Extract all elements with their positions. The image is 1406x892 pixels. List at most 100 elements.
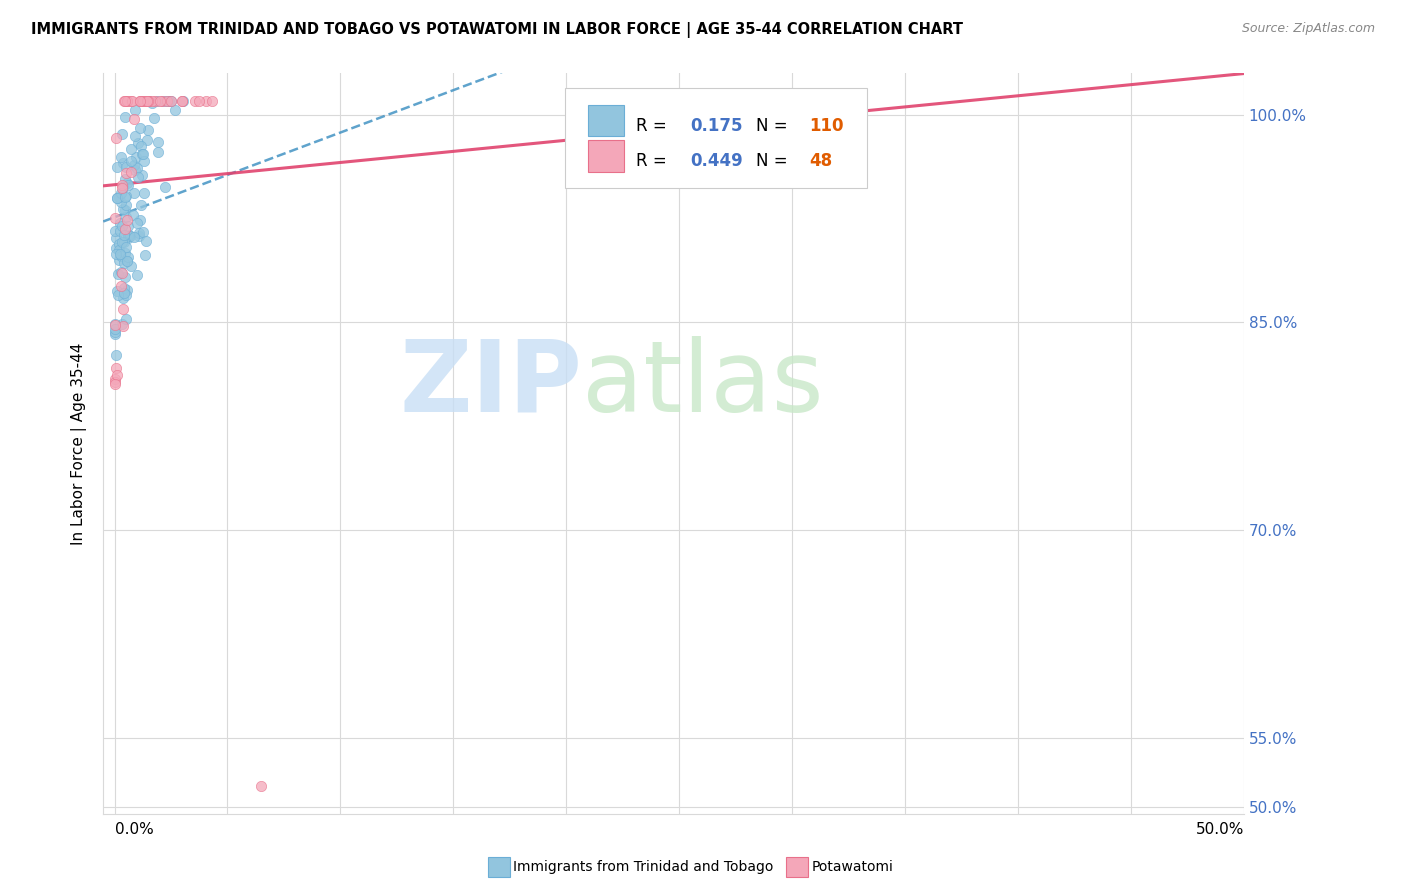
Point — [117, 250, 139, 264]
Point — [132, 153, 155, 168]
Point — [110, 150, 132, 164]
Point — [136, 94, 159, 108]
Point — [250, 780, 273, 794]
Point — [117, 228, 139, 243]
Point — [115, 253, 138, 268]
Point — [194, 94, 217, 108]
Point — [110, 224, 132, 238]
Point — [122, 112, 145, 126]
Point — [120, 260, 142, 274]
Point — [135, 235, 157, 249]
Text: Source: ZipAtlas.com: Source: ZipAtlas.com — [1241, 22, 1375, 36]
Point — [112, 235, 135, 250]
Text: 0.0%: 0.0% — [114, 822, 153, 838]
Point — [122, 229, 145, 244]
Point — [134, 248, 156, 262]
Point — [105, 361, 128, 376]
Point — [104, 348, 127, 362]
Point — [115, 288, 138, 302]
Point — [132, 147, 155, 161]
Point — [172, 94, 194, 108]
Point — [114, 110, 136, 124]
Point — [107, 244, 129, 258]
Point — [132, 94, 155, 108]
Point — [120, 165, 142, 179]
Point — [131, 139, 153, 153]
Point — [105, 368, 128, 383]
Point — [104, 230, 127, 244]
Point — [127, 161, 149, 175]
Point — [129, 198, 152, 212]
Point — [127, 136, 149, 150]
Point — [115, 161, 138, 175]
Point — [117, 213, 139, 227]
Point — [132, 186, 155, 200]
Point — [114, 312, 136, 326]
Point — [127, 170, 149, 185]
Point — [104, 242, 127, 256]
Point — [165, 103, 187, 117]
Point — [105, 284, 128, 298]
Point — [120, 94, 142, 108]
Point — [111, 319, 134, 334]
Point — [142, 112, 165, 126]
Point — [187, 94, 209, 108]
Point — [184, 94, 207, 108]
Point — [104, 322, 127, 336]
Point — [143, 94, 166, 108]
Text: R =: R = — [636, 153, 672, 170]
Point — [105, 191, 128, 205]
Point — [111, 178, 134, 193]
Point — [122, 186, 145, 201]
Point — [117, 231, 139, 245]
Point — [118, 227, 141, 242]
Point — [110, 265, 132, 279]
Point — [110, 249, 132, 263]
Point — [111, 219, 134, 234]
Text: 50.0%: 50.0% — [1195, 822, 1244, 838]
Point — [114, 245, 136, 260]
Point — [131, 168, 153, 182]
Point — [114, 222, 136, 236]
Point — [105, 246, 128, 260]
Point — [127, 216, 149, 230]
Point — [108, 236, 131, 251]
Point — [120, 142, 142, 156]
Point — [134, 94, 156, 108]
Point — [104, 372, 127, 386]
Point — [112, 94, 135, 108]
Point — [104, 317, 127, 331]
Point — [146, 94, 169, 108]
Point — [128, 213, 150, 227]
Point — [114, 240, 136, 254]
Point — [121, 208, 143, 222]
Point — [112, 281, 135, 295]
Point — [172, 94, 194, 108]
Point — [114, 270, 136, 285]
Point — [675, 101, 697, 115]
FancyBboxPatch shape — [588, 105, 624, 136]
Point — [138, 94, 160, 108]
Point — [115, 176, 138, 190]
Point — [118, 228, 141, 243]
Point — [111, 317, 134, 331]
Text: R =: R = — [636, 117, 672, 135]
Point — [136, 133, 159, 147]
Point — [107, 288, 129, 302]
Point — [141, 94, 163, 108]
Point — [131, 146, 153, 161]
Text: N =: N = — [755, 117, 793, 135]
Point — [111, 291, 134, 305]
FancyBboxPatch shape — [588, 140, 624, 171]
Point — [111, 179, 134, 194]
Point — [132, 225, 155, 239]
Text: Immigrants from Trinidad and Tobago: Immigrants from Trinidad and Tobago — [513, 860, 773, 874]
Point — [780, 101, 803, 115]
Point — [104, 211, 127, 226]
Point — [112, 228, 135, 243]
Point — [156, 94, 179, 108]
Y-axis label: In Labor Force | Age 35-44: In Labor Force | Age 35-44 — [72, 343, 87, 545]
Point — [112, 156, 135, 170]
Text: 110: 110 — [810, 117, 844, 135]
Text: 0.449: 0.449 — [690, 153, 744, 170]
